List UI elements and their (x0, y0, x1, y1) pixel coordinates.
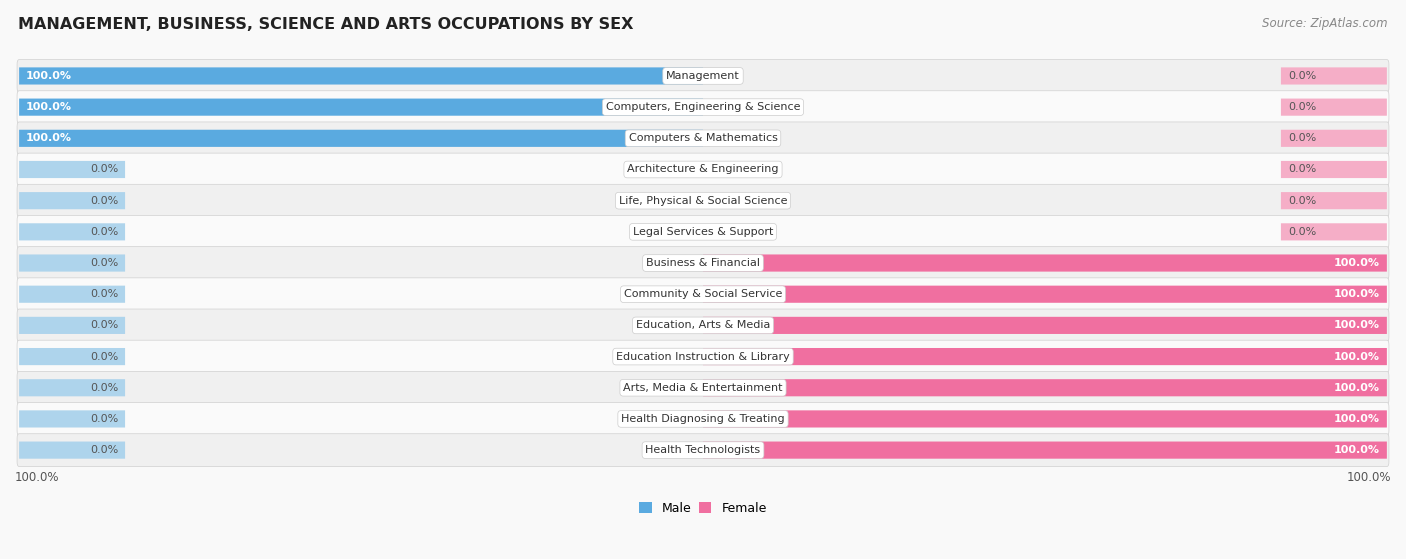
Text: 100.0%: 100.0% (1334, 289, 1381, 299)
FancyBboxPatch shape (17, 402, 1389, 435)
Legend: Male, Female: Male, Female (634, 497, 772, 520)
FancyBboxPatch shape (17, 153, 1389, 186)
FancyBboxPatch shape (20, 68, 703, 84)
FancyBboxPatch shape (703, 410, 1386, 428)
FancyBboxPatch shape (1281, 223, 1386, 240)
Text: Computers, Engineering & Science: Computers, Engineering & Science (606, 102, 800, 112)
FancyBboxPatch shape (20, 317, 125, 334)
FancyBboxPatch shape (17, 278, 1389, 311)
Text: 100.0%: 100.0% (25, 133, 72, 143)
Text: 0.0%: 0.0% (1288, 102, 1316, 112)
Text: Computers & Mathematics: Computers & Mathematics (628, 133, 778, 143)
FancyBboxPatch shape (17, 60, 1389, 92)
Text: 0.0%: 0.0% (1288, 227, 1316, 237)
Text: 100.0%: 100.0% (1334, 320, 1381, 330)
FancyBboxPatch shape (20, 410, 125, 428)
FancyBboxPatch shape (1281, 130, 1386, 147)
FancyBboxPatch shape (703, 254, 1386, 272)
Text: 100.0%: 100.0% (1334, 352, 1381, 362)
FancyBboxPatch shape (1281, 192, 1386, 209)
FancyBboxPatch shape (17, 122, 1389, 155)
Text: Architecture & Engineering: Architecture & Engineering (627, 164, 779, 174)
Text: Management: Management (666, 71, 740, 81)
FancyBboxPatch shape (703, 286, 1386, 303)
Text: 0.0%: 0.0% (1288, 71, 1316, 81)
Text: Legal Services & Support: Legal Services & Support (633, 227, 773, 237)
FancyBboxPatch shape (20, 348, 125, 365)
Text: Source: ZipAtlas.com: Source: ZipAtlas.com (1263, 17, 1388, 30)
FancyBboxPatch shape (17, 309, 1389, 342)
Text: 0.0%: 0.0% (90, 258, 118, 268)
Text: 100.0%: 100.0% (1334, 445, 1381, 455)
Text: Life, Physical & Social Science: Life, Physical & Social Science (619, 196, 787, 206)
FancyBboxPatch shape (17, 184, 1389, 217)
FancyBboxPatch shape (17, 371, 1389, 404)
Text: Health Technologists: Health Technologists (645, 445, 761, 455)
Text: Education, Arts & Media: Education, Arts & Media (636, 320, 770, 330)
FancyBboxPatch shape (17, 247, 1389, 280)
Text: MANAGEMENT, BUSINESS, SCIENCE AND ARTS OCCUPATIONS BY SEX: MANAGEMENT, BUSINESS, SCIENCE AND ARTS O… (18, 17, 634, 32)
Text: 100.0%: 100.0% (25, 71, 72, 81)
Text: 100.0%: 100.0% (25, 102, 72, 112)
Text: Health Diagnosing & Treating: Health Diagnosing & Treating (621, 414, 785, 424)
FancyBboxPatch shape (20, 442, 125, 459)
Text: 0.0%: 0.0% (90, 383, 118, 393)
Text: 0.0%: 0.0% (90, 164, 118, 174)
FancyBboxPatch shape (20, 98, 703, 116)
FancyBboxPatch shape (703, 379, 1386, 396)
Text: 0.0%: 0.0% (90, 445, 118, 455)
Text: 100.0%: 100.0% (1334, 258, 1381, 268)
Text: 0.0%: 0.0% (1288, 133, 1316, 143)
FancyBboxPatch shape (703, 348, 1386, 365)
FancyBboxPatch shape (1281, 98, 1386, 116)
FancyBboxPatch shape (703, 317, 1386, 334)
Text: 0.0%: 0.0% (90, 227, 118, 237)
FancyBboxPatch shape (20, 379, 125, 396)
FancyBboxPatch shape (17, 91, 1389, 124)
Text: Community & Social Service: Community & Social Service (624, 289, 782, 299)
Text: 0.0%: 0.0% (1288, 196, 1316, 206)
FancyBboxPatch shape (1281, 68, 1386, 84)
FancyBboxPatch shape (17, 434, 1389, 466)
Text: 0.0%: 0.0% (90, 196, 118, 206)
Text: 0.0%: 0.0% (90, 414, 118, 424)
Text: 0.0%: 0.0% (1288, 164, 1316, 174)
FancyBboxPatch shape (20, 286, 125, 303)
FancyBboxPatch shape (1281, 161, 1386, 178)
Text: Business & Financial: Business & Financial (645, 258, 761, 268)
FancyBboxPatch shape (20, 130, 703, 147)
Text: 100.0%: 100.0% (1334, 383, 1381, 393)
Text: 100.0%: 100.0% (15, 471, 59, 484)
FancyBboxPatch shape (20, 223, 125, 240)
Text: Education Instruction & Library: Education Instruction & Library (616, 352, 790, 362)
Text: Arts, Media & Entertainment: Arts, Media & Entertainment (623, 383, 783, 393)
FancyBboxPatch shape (17, 340, 1389, 373)
Text: 100.0%: 100.0% (1334, 414, 1381, 424)
Text: 100.0%: 100.0% (1347, 471, 1391, 484)
FancyBboxPatch shape (703, 442, 1386, 459)
Text: 0.0%: 0.0% (90, 352, 118, 362)
FancyBboxPatch shape (20, 254, 125, 272)
Text: 0.0%: 0.0% (90, 289, 118, 299)
FancyBboxPatch shape (20, 192, 125, 209)
Text: 0.0%: 0.0% (90, 320, 118, 330)
FancyBboxPatch shape (17, 215, 1389, 248)
FancyBboxPatch shape (20, 161, 125, 178)
